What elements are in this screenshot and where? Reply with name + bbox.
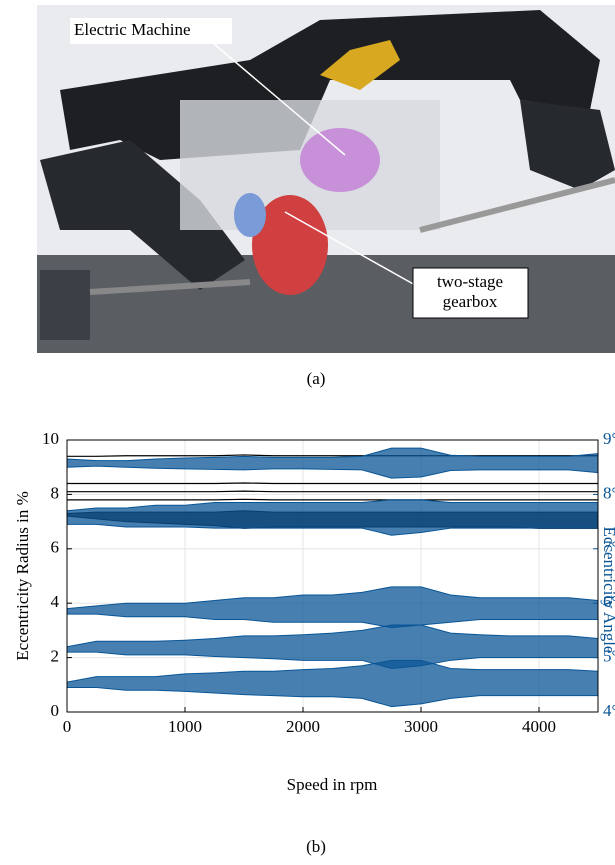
y-tick-label: 10	[42, 429, 59, 448]
callout-text: gearbox	[443, 292, 498, 311]
y-axis-label: Eccentricity Radius in %	[13, 491, 32, 660]
x-tick-label: 0	[63, 717, 72, 736]
figure: Electric Machine two-stage gearbox (a) (…	[0, 0, 615, 865]
band-fill	[67, 660, 598, 706]
x-tick-label: 2000	[286, 717, 320, 736]
band-fill	[67, 448, 598, 478]
x-axis-label: Speed in rpm	[287, 775, 378, 794]
x-tick-label: 3000	[404, 717, 438, 736]
y-tick-label: 6	[51, 538, 60, 557]
motor	[300, 128, 380, 192]
flange	[40, 270, 90, 340]
y-tick-label: 4	[51, 592, 60, 611]
y-tick-label: 0	[51, 701, 60, 720]
y2-tick-label: 7°	[603, 538, 615, 557]
callout-text: two-stage	[437, 272, 503, 291]
y2-tick-label: 6°	[603, 592, 615, 611]
x-tick-label: 4000	[522, 717, 556, 736]
band-fill	[67, 500, 598, 535]
line	[67, 499, 598, 500]
y2-tick-label: 9°	[603, 429, 615, 448]
caption: (a)	[307, 369, 326, 388]
x-tick-label: 1000	[168, 717, 202, 736]
y-tick-label: 2	[51, 647, 60, 666]
line	[67, 483, 598, 484]
band-fill	[67, 625, 598, 669]
band-fill	[67, 587, 598, 628]
y2-tick-label: 4°	[603, 701, 615, 720]
gear-small	[234, 193, 266, 237]
render-image: Electric Machine two-stage gearbox	[37, 5, 615, 353]
callout-text: Electric Machine	[74, 20, 191, 39]
y-tick-label: 8	[51, 483, 60, 502]
y2-tick-label: 5°	[603, 647, 615, 666]
y2-tick-label: 8°	[603, 483, 615, 502]
caption: (b)	[306, 837, 326, 856]
line	[67, 491, 598, 492]
